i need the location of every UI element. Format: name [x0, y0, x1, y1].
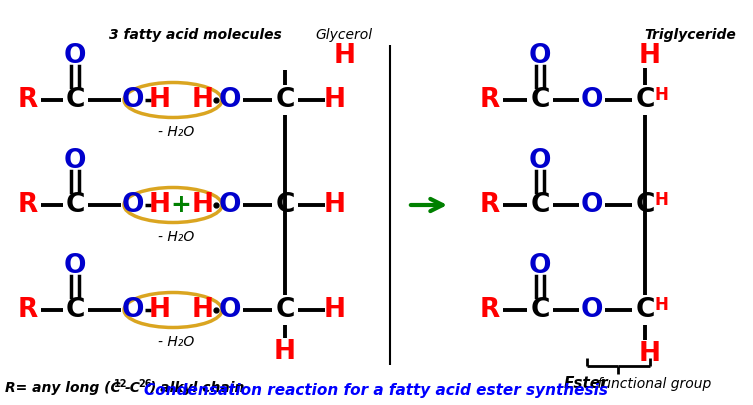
- Text: ) alkyl chain: ) alkyl chain: [149, 381, 245, 395]
- Text: H: H: [654, 296, 668, 314]
- Text: - H₂O: - H₂O: [158, 335, 194, 349]
- Text: H: H: [334, 43, 356, 69]
- Text: H: H: [149, 297, 171, 323]
- Text: H: H: [192, 297, 214, 323]
- Text: C: C: [636, 87, 654, 113]
- Text: C: C: [636, 192, 654, 218]
- Text: 3 fatty acid molecules: 3 fatty acid molecules: [108, 28, 282, 42]
- Text: O: O: [64, 253, 87, 279]
- Text: H: H: [324, 192, 346, 218]
- Text: O: O: [122, 297, 145, 323]
- Text: R: R: [480, 192, 500, 218]
- Text: O: O: [122, 87, 145, 113]
- Text: C: C: [66, 87, 84, 113]
- Text: functional group: functional group: [593, 377, 712, 391]
- Text: O: O: [529, 253, 551, 279]
- Text: C: C: [276, 192, 294, 218]
- Text: O: O: [122, 192, 145, 218]
- Text: C: C: [530, 87, 550, 113]
- Text: C: C: [276, 297, 294, 323]
- Text: O: O: [529, 43, 551, 69]
- Text: R: R: [18, 192, 38, 218]
- Text: O: O: [581, 297, 603, 323]
- Text: H: H: [654, 191, 668, 209]
- Text: O: O: [219, 297, 241, 323]
- Text: -C: -C: [125, 381, 141, 395]
- Text: Triglyceride: Triglyceride: [644, 28, 736, 42]
- Text: H: H: [192, 87, 214, 113]
- Text: H: H: [654, 86, 668, 104]
- Text: H: H: [639, 341, 661, 367]
- Text: R: R: [480, 297, 500, 323]
- Text: H: H: [324, 87, 346, 113]
- Text: H: H: [192, 192, 214, 218]
- Text: - H₂O: - H₂O: [158, 230, 194, 244]
- Text: C: C: [636, 297, 654, 323]
- Text: O: O: [581, 192, 603, 218]
- Text: O: O: [581, 87, 603, 113]
- Text: O: O: [64, 148, 87, 174]
- Text: R: R: [18, 297, 38, 323]
- Text: R: R: [480, 87, 500, 113]
- Text: C: C: [530, 192, 550, 218]
- Text: H: H: [274, 339, 296, 365]
- Text: R: R: [18, 87, 38, 113]
- Text: H: H: [149, 87, 171, 113]
- Text: Ester: Ester: [563, 377, 608, 392]
- Text: 12: 12: [114, 379, 127, 389]
- Text: H: H: [324, 297, 346, 323]
- Text: R= any long (C: R= any long (C: [5, 381, 120, 395]
- Text: C: C: [66, 297, 84, 323]
- Text: Glycerol: Glycerol: [315, 28, 372, 42]
- Text: - H₂O: - H₂O: [158, 125, 194, 139]
- Text: +: +: [171, 193, 191, 217]
- Text: Condensation reaction for a fatty acid ester synthesis: Condensation reaction for a fatty acid e…: [144, 383, 608, 398]
- Text: O: O: [529, 148, 551, 174]
- Text: H: H: [149, 192, 171, 218]
- Text: C: C: [276, 87, 294, 113]
- Text: O: O: [219, 87, 241, 113]
- Text: O: O: [219, 192, 241, 218]
- Text: O: O: [64, 43, 87, 69]
- Text: C: C: [530, 297, 550, 323]
- Text: 26: 26: [138, 379, 151, 389]
- Text: H: H: [639, 43, 661, 69]
- Text: C: C: [66, 192, 84, 218]
